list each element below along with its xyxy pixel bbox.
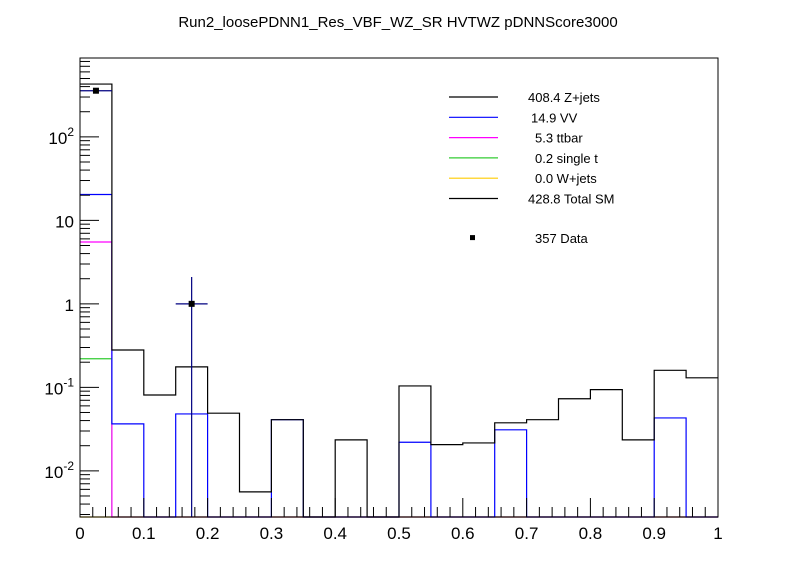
data-point bbox=[80, 87, 112, 94]
legend: 408.4 Z+jets 14.9 VV 5.3 ttbar 0.2 single t… bbox=[449, 90, 614, 246]
histograms bbox=[80, 83, 718, 518]
legend-label: 357 Data bbox=[535, 231, 589, 246]
y-tick-label: 102 bbox=[48, 125, 74, 148]
legend-entry: 5.3 ttbar bbox=[449, 131, 583, 146]
data-points bbox=[80, 87, 208, 517]
legend-label: 14.9 VV bbox=[531, 110, 578, 125]
y-tick-base: 10 bbox=[55, 212, 74, 231]
y-tick-exponent: -2 bbox=[63, 459, 74, 473]
y-tick-exponent: 2 bbox=[67, 125, 74, 139]
y-tick-label: 10 bbox=[55, 212, 74, 231]
legend-label: 428.8 Total SM bbox=[528, 192, 614, 207]
y-tick-exponent: -1 bbox=[63, 375, 74, 389]
legend-label: 0.0 W+jets bbox=[535, 171, 597, 186]
x-tick-label: 0 bbox=[75, 524, 84, 543]
y-tick-base: 10 bbox=[44, 379, 63, 398]
x-tick-label: 1 bbox=[713, 524, 722, 543]
y-tick-base: 10 bbox=[44, 463, 63, 482]
data-point bbox=[175, 276, 208, 517]
legend-entry: 408.4 Z+jets bbox=[449, 90, 600, 105]
legend-label: 408.4 Z+jets bbox=[528, 90, 600, 105]
x-tick-label: 0.6 bbox=[451, 524, 475, 543]
legend-entry: 0.2 single t bbox=[449, 151, 598, 166]
x-axis: 0 0.1 0.2 0.3 0.4 0.5 0.6 0.7 0.8 0.9 1 bbox=[75, 498, 723, 543]
x-tick-label: 0.5 bbox=[387, 524, 411, 543]
y-tick-label: 10-2 bbox=[44, 459, 74, 482]
y-tick-base: 10 bbox=[48, 129, 67, 148]
legend-entry: 14.9 VV bbox=[449, 110, 578, 125]
legend-entry: 428.8 Total SM bbox=[449, 192, 614, 207]
legend-entry: 357 Data bbox=[470, 231, 589, 246]
chart-title: Run2_loosePDNN1_Res_VBF_WZ_SR HVTWZ pDNN… bbox=[178, 14, 617, 31]
data-marker bbox=[188, 300, 195, 307]
x-tick-label: 0.1 bbox=[132, 524, 156, 543]
legend-label: 5.3 ttbar bbox=[535, 131, 583, 146]
legend-data-marker bbox=[470, 235, 475, 241]
y-tick-label: 1 bbox=[65, 296, 74, 315]
legend-label: 0.2 single t bbox=[535, 151, 598, 166]
legend-entry: 0.0 W+jets bbox=[449, 171, 597, 186]
data-marker bbox=[92, 87, 99, 94]
y-tick-base: 1 bbox=[65, 296, 74, 315]
y-tick-label: 10-1 bbox=[44, 375, 74, 398]
x-tick-label: 0.3 bbox=[260, 524, 284, 543]
x-tick-label: 0.9 bbox=[642, 524, 666, 543]
x-tick-label: 0.7 bbox=[515, 524, 539, 543]
x-tick-label: 0.4 bbox=[323, 524, 347, 543]
x-tick-label: 0.8 bbox=[579, 524, 603, 543]
x-tick-label: 0.2 bbox=[196, 524, 220, 543]
